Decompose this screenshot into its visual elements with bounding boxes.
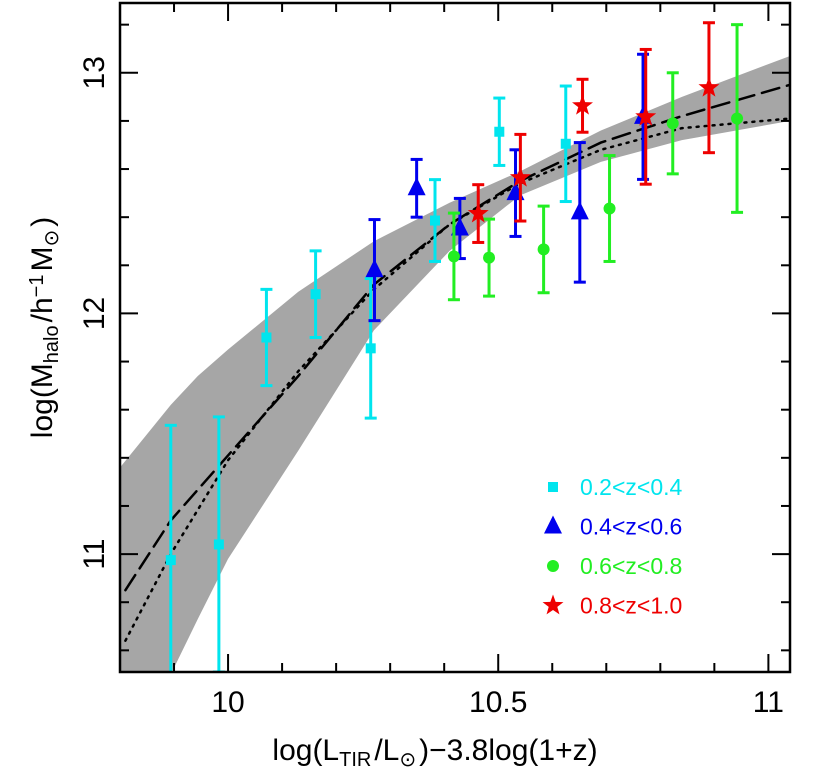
fit-line xyxy=(124,83,790,592)
marker xyxy=(509,166,531,187)
marker xyxy=(603,202,616,215)
marker xyxy=(165,555,176,566)
marker xyxy=(635,105,657,126)
x-tick-label: 10.5 xyxy=(469,686,527,719)
label-part: ⊙ xyxy=(399,749,416,771)
axes: 10 10.5 11111213log(LTIR/L⊙)−3.8log(1+z)lo… xyxy=(26,1,792,771)
marker xyxy=(698,76,720,97)
legend-marker xyxy=(544,515,562,534)
legend-label: 0.4<z<0.6 xyxy=(580,514,682,540)
marker xyxy=(430,215,441,226)
marker xyxy=(570,201,589,220)
marker xyxy=(213,539,224,550)
marker xyxy=(537,243,550,256)
legend-marker xyxy=(542,594,564,615)
marker xyxy=(731,112,744,125)
plot-frame xyxy=(118,1,792,674)
fit-line xyxy=(124,117,790,642)
label-part: log(L xyxy=(272,734,339,767)
marker xyxy=(467,202,489,223)
marker xyxy=(261,332,272,343)
label-part: M xyxy=(26,247,59,272)
marker xyxy=(407,177,426,196)
y-tick-label: 13 xyxy=(78,56,111,89)
legend-marker xyxy=(548,482,558,492)
marker xyxy=(494,126,505,137)
y-tick-label: 12 xyxy=(78,297,111,330)
label-part: ⊙ xyxy=(41,230,63,247)
label-part: )−3.8log(1+z) xyxy=(419,734,597,767)
label-part: ) xyxy=(26,217,59,227)
label-part: −1 xyxy=(26,275,48,298)
plot-area xyxy=(120,21,790,672)
y-label: log(Mhalo/h−1 M⊙) xyxy=(26,217,63,438)
marker xyxy=(483,251,496,264)
marker xyxy=(666,117,679,130)
legend-label: 0.8<z<1.0 xyxy=(580,593,682,619)
legend-label: 0.6<z<0.8 xyxy=(580,553,682,579)
confidence-band xyxy=(120,55,790,672)
marker xyxy=(572,94,593,115)
label-part: TIR xyxy=(339,749,371,771)
label-part: /h xyxy=(26,297,59,322)
label-part: log(M xyxy=(26,363,59,438)
legend-label: 0.2<z<0.4 xyxy=(580,474,683,500)
y-tick-label: 11 xyxy=(78,539,111,570)
marker xyxy=(560,138,571,149)
marker xyxy=(310,289,321,300)
x-tick-label: 10 xyxy=(211,686,244,719)
x-label: log(LTIR/L⊙)−3.8log(1+z) xyxy=(272,734,597,771)
marker xyxy=(447,250,460,263)
x-tick-label: 11 xyxy=(753,686,784,719)
label-part: /L xyxy=(374,734,399,767)
label-part: halo xyxy=(41,325,63,363)
marker xyxy=(365,343,376,354)
marker xyxy=(365,259,384,278)
legend-marker xyxy=(547,560,559,572)
